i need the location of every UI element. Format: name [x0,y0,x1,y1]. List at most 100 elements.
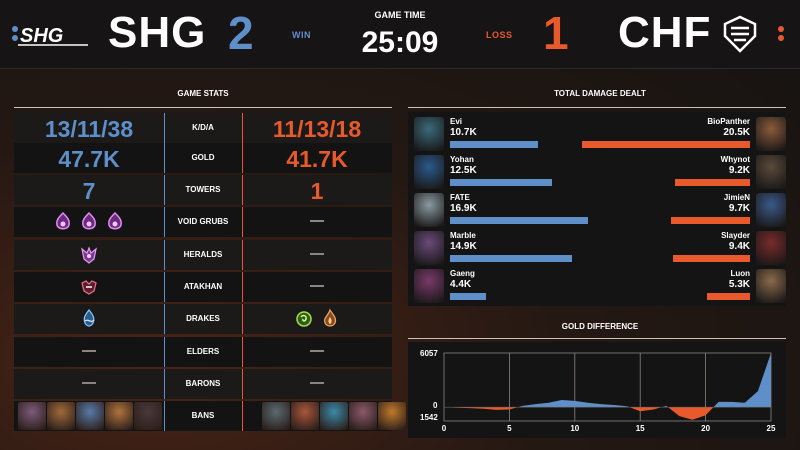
right-champion-portrait [756,155,786,189]
damage-row: Yohan 12.5K Whynot 9.2K [414,153,786,191]
stat-label: TOWERS [185,185,221,194]
left-stat-value: 7 [82,178,96,204]
left-objective-icons [14,276,164,303]
left-damage-bar [450,179,553,186]
stat-label: BARONS [185,379,221,388]
void-grub-icon [79,211,99,238]
left-objective-icons [14,308,164,335]
header-divider [0,68,800,69]
right-empty-dash [310,220,324,222]
left-player-name: Yohan [450,155,474,164]
left-player-name: Marble [450,231,476,240]
left-divider [164,207,165,237]
stats-row: VOID GRUBS [14,207,392,237]
left-damage-bar [450,217,589,224]
stats-row: GOLD 47.7K 41.7K [14,143,392,173]
gold-diff-title: GOLD DIFFERENCE [561,322,639,331]
chf-logo-icon [723,15,757,53]
left-divider [164,337,165,367]
left-divider [164,369,165,399]
left-divider [164,272,165,302]
damage-row: FATE 16.9K JimieN 9.7K [414,191,786,229]
chemtech-drake-icon [294,308,314,335]
right-team-abbr: CHF [618,8,712,57]
gold-diff-x-tick: 20 [701,424,711,433]
right-dots-icon [778,23,786,44]
atakhan-icon [79,276,99,303]
right-stat-value: 41.7K [286,146,348,172]
game-stats-rule [14,107,392,108]
right-champion-portrait [756,193,786,227]
right-divider [242,143,243,173]
stat-label: GOLD [191,153,215,162]
left-divider [164,240,165,270]
right-divider [242,304,243,334]
left-divider [164,113,165,143]
right-damage-bar [672,255,750,262]
gold-diff-y-top: 6057 [420,349,438,358]
left-team-score: 2 [228,7,254,59]
left-champion-portrait [414,193,444,227]
left-dots-icon [12,23,20,44]
right-player-damage: 9.7K [728,203,750,214]
gold-diff-panel [408,342,786,438]
right-champion-portrait [756,269,786,303]
gold-diff-x-tick: 10 [570,424,580,433]
game-time-label: GAME TIME [374,10,426,20]
stat-label: DRAKES [186,314,220,323]
shg-logo: SHG [18,25,88,47]
shg-logo-text: SHG [20,25,63,47]
right-divider [242,369,243,399]
ocean-drake-icon [79,308,99,335]
right-empty-dash [310,350,324,352]
right-team-score: 1 [543,7,569,59]
left-player-name: FATE [450,193,470,202]
ban-portrait [105,402,133,430]
left-damage-bar [450,141,538,148]
right-empty-dash [310,382,324,384]
right-player-name: JimieN [723,193,750,202]
left-player-name: Evi [450,117,463,126]
stat-label: BANS [191,411,215,420]
ban-portrait [134,402,162,430]
damage-row: Evi 10.7K BioPanther 20.5K [414,115,786,153]
left-empty-dash [82,350,96,352]
gold-diff-x-tick: 5 [507,424,512,433]
left-stat-value: 47.7K [58,146,120,172]
stats-row: ELDERS [14,337,392,367]
right-player-name: Slayder [721,231,750,240]
left-damage-bar [450,255,573,262]
ban-portrait [320,402,348,430]
left-stat-value: 13/11/38 [44,116,134,142]
right-divider [242,401,243,431]
left-divider [164,401,165,431]
right-divider [242,207,243,237]
gold-diff-x-tick: 25 [766,424,776,433]
left-player-damage: 16.9K [450,203,477,214]
right-divider [242,240,243,270]
right-damage-bar [670,217,750,224]
stats-row: BARONS [14,369,392,399]
left-champion-portrait [414,155,444,189]
stats-row: ATAKHAN [14,272,392,302]
left-objective-icons [14,211,164,238]
stat-label: HERALDS [183,250,223,259]
stat-label: ELDERS [186,347,220,356]
right-player-damage: 9.2K [728,165,750,176]
right-divider [242,175,243,205]
left-champion-portrait [414,117,444,151]
game-stats-title: GAME STATS [177,89,229,98]
stats-row: K/D/A 13/11/38 11/13/18 [14,113,392,143]
damage-rule [408,107,786,108]
right-stat-value: 11/13/18 [272,116,362,142]
stats-row: TOWERS 7 1 [14,175,392,205]
right-stat-value: 1 [310,178,324,204]
ban-portrait [291,402,319,430]
left-player-damage: 14.9K [450,241,477,252]
left-champion-portrait [414,269,444,303]
right-player-name: Luon [730,269,750,278]
right-empty-dash [310,285,324,287]
gold-diff-x-tick: 0 [441,424,447,433]
right-player-name: BioPanther [707,117,750,126]
herald-icon [79,244,99,271]
